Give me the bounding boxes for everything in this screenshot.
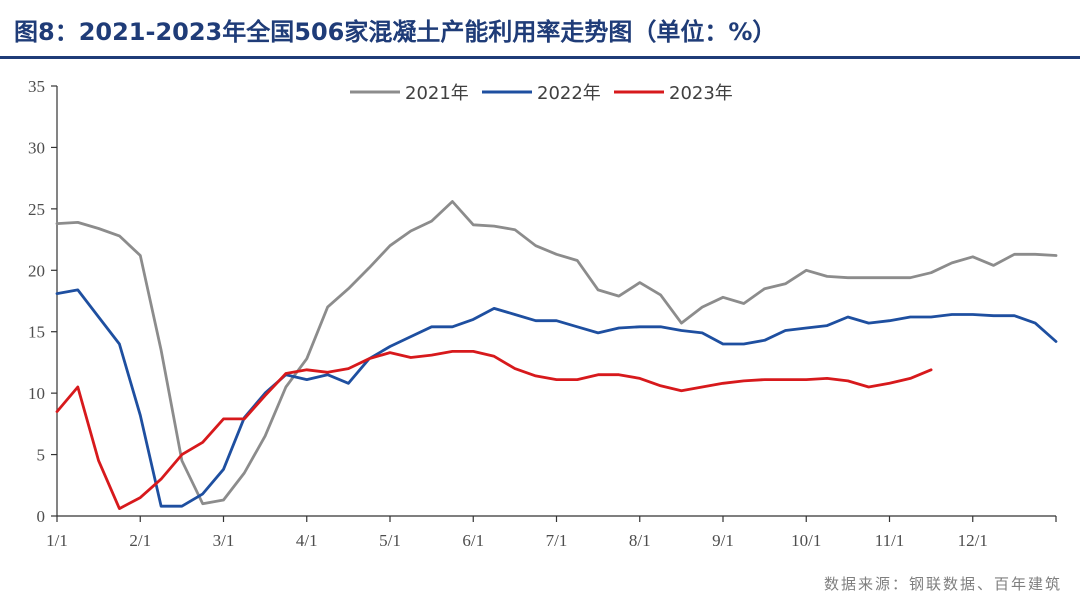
- y-tick-label: 35: [28, 77, 45, 96]
- series-line-3: [55, 350, 933, 510]
- y-tick-label: 15: [28, 323, 45, 342]
- series-line-1: [55, 200, 1058, 506]
- x-tick-label: 8/1: [629, 531, 651, 550]
- y-tick-label: 0: [37, 507, 46, 526]
- x-tick-label: 9/1: [712, 531, 734, 550]
- y-tick-label: 30: [28, 138, 45, 157]
- y-tick-label: 5: [37, 446, 46, 465]
- series-line-2: [55, 288, 1058, 508]
- y-tick-label: 25: [28, 200, 45, 219]
- x-tick-label: 7/1: [546, 531, 568, 550]
- x-tick-label: 6/1: [462, 531, 484, 550]
- chart-series: [55, 200, 1058, 510]
- chart-axes: 0 5 10 15 20 25 30 35 1/1 2/1 3/1 4/1 5/1 6/1 7/1 8/1 9/…: [28, 77, 1057, 550]
- source-note: 数据来源：钢联数据、百年建筑: [823, 575, 1062, 593]
- title-underline: [0, 56, 1080, 59]
- chart-title: 图8：2021-2023年全国506家混凝土产能利用率走势图（单位：%）: [14, 18, 777, 46]
- x-tick-label: 4/1: [296, 531, 318, 550]
- x-tick-label: 3/1: [213, 531, 235, 550]
- legend-label-2: 2022年: [537, 83, 601, 104]
- chart-legend: 2021年 2022年 2023年: [350, 83, 733, 104]
- x-tick-label: 5/1: [379, 531, 401, 550]
- x-tick-label: 12/1: [958, 531, 988, 550]
- legend-label-1: 2021年: [405, 83, 469, 104]
- x-tick-label: 11/1: [875, 531, 905, 550]
- legend-label-3: 2023年: [669, 83, 733, 104]
- x-tick-label: 1/1: [46, 531, 68, 550]
- x-tick-label: 2/1: [129, 531, 151, 550]
- x-tick-label: 10/1: [791, 531, 821, 550]
- y-tick-label: 10: [28, 384, 45, 403]
- y-tick-label: 20: [28, 261, 45, 280]
